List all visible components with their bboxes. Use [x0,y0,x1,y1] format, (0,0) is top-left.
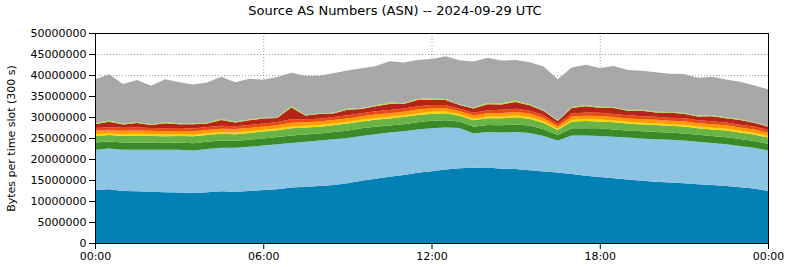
svg-text:30000000: 30000000 [31,111,87,124]
svg-text:25000000: 25000000 [31,132,87,145]
svg-text:12:00: 12:00 [416,250,448,263]
svg-text:20000000: 20000000 [31,153,87,166]
svg-text:15000000: 15000000 [31,174,87,187]
svg-text:18:00: 18:00 [584,250,616,263]
svg-text:00:00: 00:00 [80,250,112,263]
svg-text:45000000: 45000000 [31,48,87,61]
svg-text:0: 0 [80,237,87,250]
svg-text:40000000: 40000000 [31,69,87,82]
svg-text:5000000: 5000000 [38,216,87,229]
svg-text:00:00: 00:00 [753,250,785,263]
svg-text:50000000: 50000000 [31,27,87,40]
html-text:Source AS Numbers (ASN) -- 202: Source AS Numbers (ASN) -- 2024-09-29 UT… [248,3,542,18]
svg-text:35000000: 35000000 [31,90,87,103]
svg-text:06:00: 06:00 [248,250,280,263]
svg-text:Bytes per time slot (300 s): Bytes per time slot (300 s) [5,65,18,212]
svg-text:10000000: 10000000 [31,195,87,208]
